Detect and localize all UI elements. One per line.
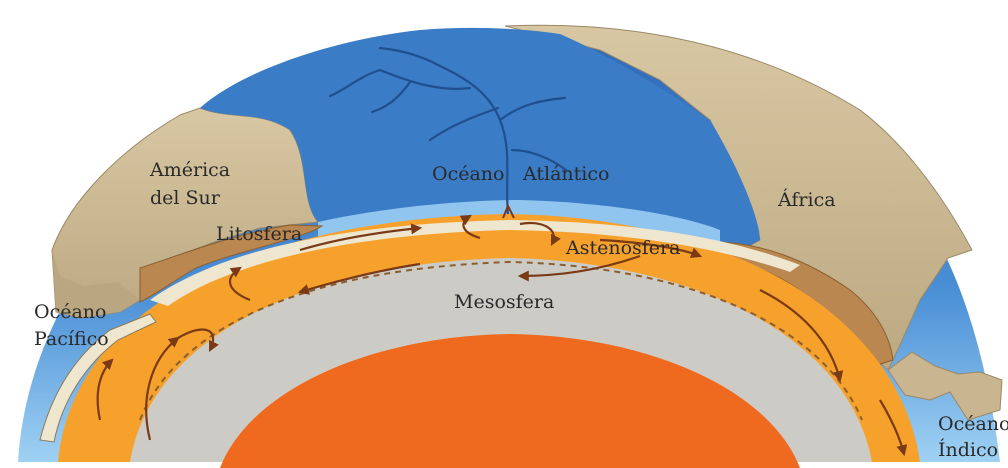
label-south-america-line2: del Sur <box>150 187 221 209</box>
convection-arrows <box>96 214 908 457</box>
atlantic-ocean-wall <box>200 27 760 263</box>
outer-core <box>220 334 800 468</box>
label-africa: África <box>777 188 836 211</box>
label-atlantic-word1: Océano <box>432 163 504 185</box>
label-pacific-line1: Océano <box>34 301 106 323</box>
label-lithosphere: Litosfera <box>216 223 302 245</box>
label-indian-line1: Océano <box>938 413 1008 435</box>
south-america-cliff <box>52 250 140 318</box>
label-atlantic-word2: Atlántico <box>522 163 609 185</box>
ridge-cracks <box>328 46 568 217</box>
africa-south-tip <box>887 351 1003 421</box>
label-indian-line2: Índico <box>938 438 998 461</box>
label-pacific-line2: Pacífico <box>34 328 109 350</box>
mesosphere-boundary-dash <box>139 260 863 421</box>
ridge-marker <box>502 203 515 219</box>
pacific-subducting-slab <box>39 313 157 443</box>
label-asthenosphere: Astenosfera <box>565 237 680 259</box>
lithosphere-south-america <box>139 224 324 303</box>
south-america-landmass <box>51 107 319 319</box>
label-south-america-line1: América <box>149 159 230 181</box>
crust-strip <box>150 220 800 306</box>
label-mesosphere: Mesosfera <box>454 291 554 313</box>
